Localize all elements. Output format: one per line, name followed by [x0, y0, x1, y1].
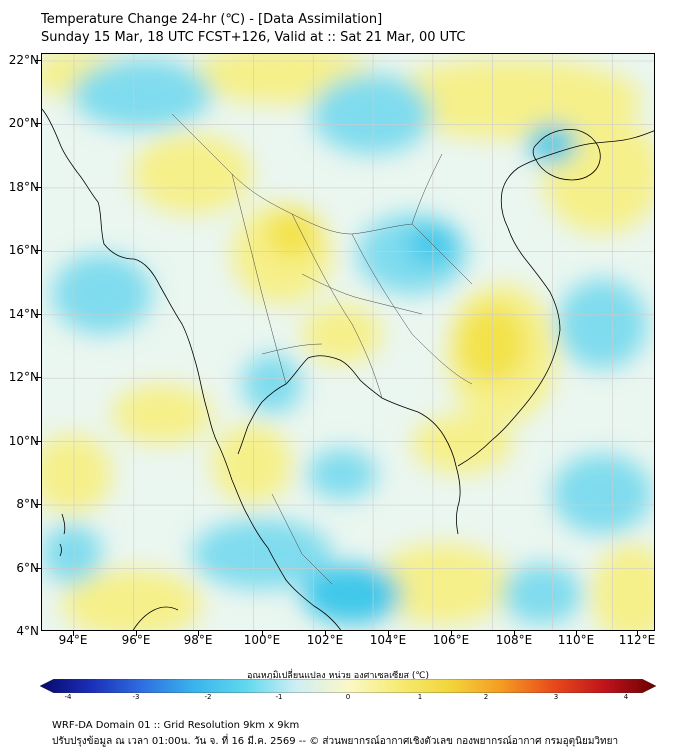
graticule: [42, 54, 654, 630]
lat-label-16n: 16°N: [8, 243, 39, 257]
lat-label-14n: 14°N: [8, 307, 39, 321]
map-canvas: [42, 54, 654, 630]
lon-tick: [136, 631, 137, 636]
lon-tick: [637, 631, 638, 636]
coastlines: [42, 108, 654, 630]
lat-tick: [35, 250, 41, 251]
colorbar-bar: [40, 679, 656, 693]
footer-credit: ปรับปรุงข้อมูล ณ เวลา 01:00น. วัน จ. ที่…: [52, 736, 619, 747]
lat-label-18n: 18°N: [8, 180, 39, 194]
lon-label-96e: 96°E: [121, 633, 151, 647]
lat-label-22n: 22°N: [8, 53, 39, 67]
colorbar-tick: 1: [417, 693, 423, 701]
lon-label-102e: 102°E: [306, 633, 344, 647]
lat-tick: [35, 187, 41, 188]
lon-label-104e: 104°E: [369, 633, 407, 647]
colorbar-tick: 4: [623, 693, 629, 701]
lat-tick: [35, 60, 41, 61]
lat-tick: [35, 504, 41, 505]
lat-label-10n: 10°N: [8, 434, 39, 448]
colorbar-tick: -4: [64, 693, 72, 701]
lon-tick: [262, 631, 263, 636]
colorbar-tick: -1: [275, 693, 283, 701]
borders: [171, 113, 473, 585]
colorbar-title: อุณหภูมิเปลี่ยนแปลง หน่วย องศาเซลเซียส (…: [246, 671, 430, 681]
temperature-change-map: [41, 53, 655, 631]
lon-tick: [514, 631, 515, 636]
colorbar-tick: -3: [132, 693, 140, 701]
lon-tick: [388, 631, 389, 636]
map-title: Temperature Change 24-hr (℃) - [Data Ass…: [41, 12, 383, 27]
colorbar-tick: -2: [204, 693, 212, 701]
lat-tick: [35, 314, 41, 315]
lon-label-94e: 94°E: [58, 633, 88, 647]
temperature-field: [42, 54, 654, 630]
footer-model-info: WRF-DA Domain 01 :: Grid Resolution 9km …: [52, 720, 300, 731]
colorbar: [40, 679, 656, 693]
lon-label-112e: 112°E: [618, 633, 656, 647]
lon-tick: [198, 631, 199, 636]
lat-label-6n: 6°N: [16, 561, 39, 575]
lat-label-12n: 12°N: [8, 370, 39, 384]
lon-label-98e: 98°E: [183, 633, 213, 647]
map-subtitle: Sunday 15 Mar, 18 UTC FCST+126, Valid at…: [41, 30, 466, 45]
lon-label-106e: 106°E: [432, 633, 470, 647]
colorbar-tick: 2: [483, 693, 489, 701]
lat-label-20n: 20°N: [8, 116, 39, 130]
lat-tick: [35, 123, 41, 124]
lon-tick: [451, 631, 452, 636]
lon-label-100e: 100°E: [243, 633, 281, 647]
lat-label-4n: 4°N: [16, 624, 39, 638]
lon-label-108e: 108°E: [495, 633, 533, 647]
lon-tick: [73, 631, 74, 636]
lat-tick: [35, 568, 41, 569]
lat-label-8n: 8°N: [16, 497, 39, 511]
colorbar-tick: 3: [553, 693, 559, 701]
lon-tick: [325, 631, 326, 636]
colorbar-tick: 0: [345, 693, 351, 701]
lon-tick: [576, 631, 577, 636]
lon-label-110e: 110°E: [557, 633, 595, 647]
lat-tick: [35, 441, 41, 442]
lat-tick: [35, 377, 41, 378]
